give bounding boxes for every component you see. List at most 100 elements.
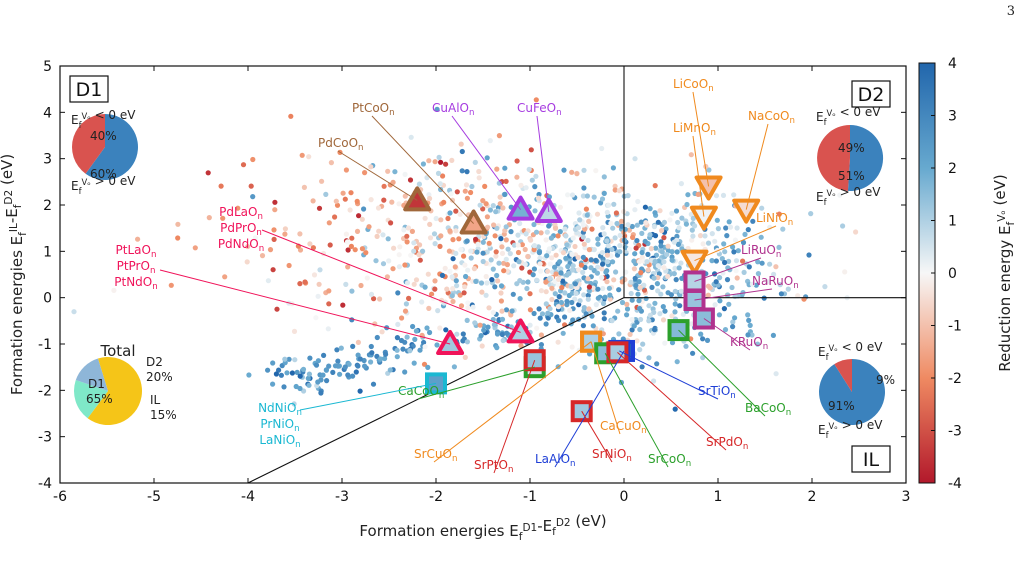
- data-point: [399, 315, 405, 321]
- data-point: [368, 291, 375, 297]
- data-point: [770, 332, 777, 338]
- data-point: [420, 161, 426, 167]
- data-point: [585, 296, 591, 302]
- data-point: [678, 260, 684, 266]
- data-point: [370, 381, 377, 387]
- material-marker: [732, 198, 761, 224]
- data-point: [265, 278, 271, 284]
- data-point: [515, 232, 521, 238]
- total-pie-label: 20%: [146, 370, 173, 384]
- data-point: [458, 247, 464, 253]
- data-point: [709, 231, 715, 237]
- data-point: [489, 277, 495, 283]
- x-tick-label: -4: [241, 489, 255, 505]
- data-point: [505, 246, 511, 252]
- data-point: [276, 367, 282, 373]
- data-point: [566, 270, 572, 276]
- data-point: [218, 183, 224, 189]
- data-point: [734, 225, 740, 231]
- data-point: [291, 401, 297, 407]
- data-point: [715, 226, 722, 232]
- data-point: [629, 223, 635, 230]
- data-point: [192, 245, 198, 251]
- data-point: [607, 292, 613, 298]
- data-point: [454, 189, 460, 195]
- data-point: [721, 241, 727, 247]
- data-point: [575, 254, 581, 260]
- total-pie-title: Total: [99, 342, 135, 360]
- data-point: [564, 242, 570, 248]
- material-label: LaAlOn: [535, 452, 576, 469]
- material-marker: [689, 205, 718, 231]
- y-axis-label: Formation energies EfIL-EfD2 (eV): [0, 154, 29, 395]
- data-point: [476, 168, 482, 175]
- data-point: [511, 242, 517, 248]
- data-point: [532, 184, 538, 190]
- data-point: [402, 369, 408, 375]
- data-point: [523, 231, 529, 237]
- data-point: [392, 169, 398, 175]
- data-point: [569, 192, 576, 198]
- data-point: [289, 370, 295, 376]
- data-point: [588, 265, 594, 271]
- material-labels: PdCoOn PtCoOn CuAlOn CuFeOn LiCoOn LiMnOn NaCo…: [114, 77, 798, 475]
- data-point: [437, 181, 443, 187]
- data-point: [651, 378, 657, 384]
- data-point: [461, 290, 467, 296]
- data-point: [477, 202, 483, 208]
- data-point: [338, 345, 344, 351]
- data-point: [270, 267, 276, 273]
- data-point: [436, 154, 442, 160]
- data-point: [348, 243, 354, 249]
- data-point: [282, 231, 288, 237]
- data-point: [499, 308, 505, 314]
- data-point: [523, 185, 529, 191]
- data-point: [297, 281, 303, 287]
- data-point: [448, 191, 454, 197]
- y-tick-label: -4: [38, 476, 52, 492]
- data-point: [498, 283, 505, 289]
- data-point: [767, 261, 773, 267]
- data-point: [773, 264, 779, 270]
- data-point: [494, 225, 500, 231]
- leader-line: [581, 410, 613, 463]
- x-tick-label: -3: [335, 489, 349, 505]
- data-point: [581, 185, 587, 191]
- data-point: [300, 366, 307, 372]
- data-point: [603, 269, 609, 275]
- data-point: [589, 313, 595, 319]
- data-point: [837, 192, 843, 198]
- data-point: [583, 206, 590, 212]
- data-point: [555, 233, 561, 239]
- data-point: [655, 288, 661, 294]
- data-point: [586, 218, 592, 224]
- data-point: [755, 259, 761, 265]
- data-point: [675, 219, 681, 226]
- region-box: [851, 80, 891, 108]
- data-point: [273, 371, 279, 377]
- data-point: [270, 360, 276, 366]
- total-pie-label: D1: [88, 377, 105, 391]
- data-point: [497, 201, 503, 207]
- x-tick-label: 1: [714, 489, 723, 505]
- data-point: [318, 390, 324, 396]
- data-point: [604, 209, 610, 215]
- pie-label-positive: EfVₒ > 0 eV: [71, 174, 136, 196]
- data-point: [494, 166, 500, 172]
- data-point: [345, 247, 351, 253]
- data-point: [745, 227, 751, 233]
- data-point: [381, 197, 387, 203]
- pie-slice: [85, 114, 138, 180]
- data-point: [544, 253, 550, 259]
- data-point: [780, 226, 786, 232]
- data-point: [518, 343, 524, 349]
- data-point: [664, 251, 670, 258]
- data-point: [631, 323, 637, 329]
- x-tick-label: 0: [620, 489, 629, 505]
- data-point: [244, 259, 250, 265]
- data-point: [330, 369, 336, 375]
- data-point: [719, 256, 725, 262]
- data-point: [606, 202, 612, 208]
- data-point: [267, 247, 274, 253]
- data-point: [397, 244, 403, 250]
